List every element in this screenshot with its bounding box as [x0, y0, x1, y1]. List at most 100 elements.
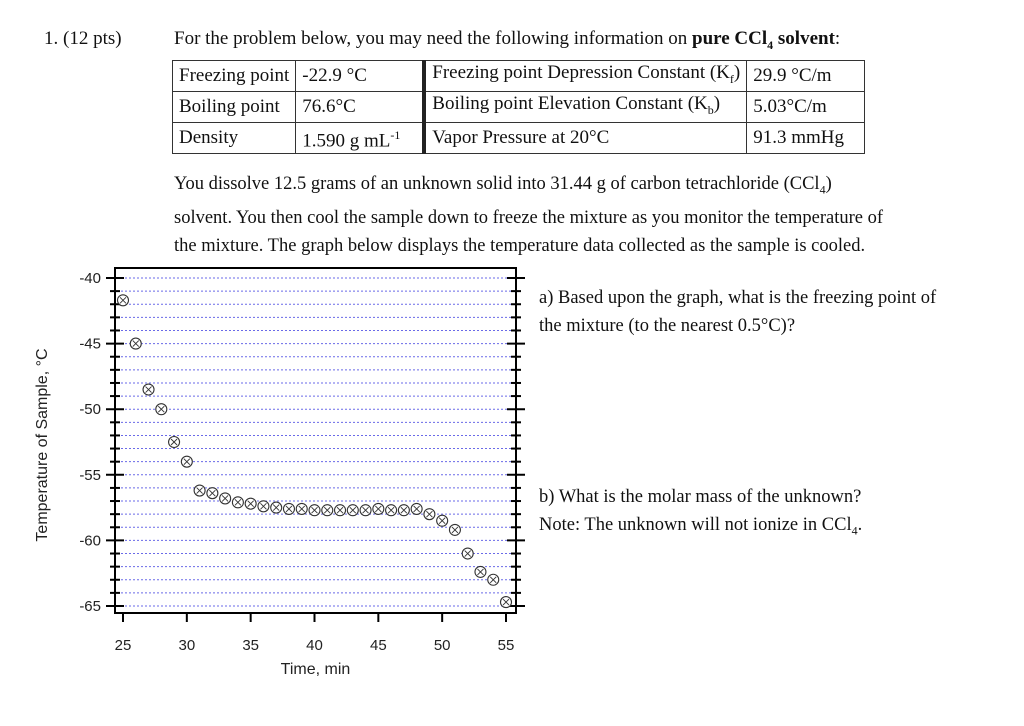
value-sup: -1: [390, 127, 401, 142]
paragraph-line-3: the mixture. The graph below displays th…: [174, 235, 866, 256]
data-point-marker: [180, 455, 193, 468]
data-point-marker: [244, 497, 257, 510]
problem-points: (12 pts): [63, 28, 122, 49]
x-tick-label: 25: [115, 637, 132, 654]
problem-number-text: 1.: [44, 28, 59, 49]
data-point-marker: [282, 502, 296, 515]
table-cell-label2: Freezing point Depression Constant (Kf): [422, 60, 748, 92]
label2-text: Vapor Pressure at 20°C: [432, 126, 610, 148]
x-tick-label: 50: [434, 637, 451, 654]
data-point-marker: [116, 294, 130, 307]
temperature-chart: -40 -45 -50 -55 -60 -65 25 30 35 40 45 50 55 Time, m…: [34, 267, 525, 678]
line1-text: You dissolve 12.5 grams of an unknown so…: [174, 174, 820, 194]
table-cell-value: 1.590 g mL-1: [295, 121, 425, 154]
data-point-marker: [321, 504, 334, 517]
table-cell-value2: 29.9 °C/m: [746, 60, 866, 92]
question-b: b) What is the molar mass of the unknown…: [539, 483, 1019, 545]
y-tick-label: -65: [79, 598, 101, 615]
label2-sub: b: [707, 102, 714, 117]
label2-text: Boiling point Elevation Constant (K: [432, 92, 708, 114]
note-text: Note: The unknown will not ionize in CCl: [539, 515, 852, 535]
x-tick-label: 45: [370, 637, 387, 654]
data-point-marker: [333, 504, 347, 517]
data-point-marker: [423, 508, 436, 521]
x-axis-label: Time, min: [281, 661, 351, 678]
data-point-marker: [129, 337, 142, 350]
data-point-marker: [474, 565, 487, 578]
value-text: 1.590 g mL: [302, 129, 391, 151]
table-row: Freezing point -22.9 °C Freezing point D…: [171, 60, 866, 92]
problem-number: 1. (12 pts): [44, 28, 122, 50]
data-point-marker: [499, 596, 513, 609]
table-cell-label2: Boiling point Elevation Constant (Kb): [422, 90, 748, 123]
y-tick-label: -40: [79, 270, 101, 287]
properties-table: Freezing point -22.9 °C Freezing point D…: [171, 60, 866, 154]
y-tick-label: -60: [79, 532, 101, 549]
label2-end: ): [713, 92, 721, 114]
data-point-marker: [372, 502, 385, 515]
intro-text: For the problem below, you may need the …: [174, 28, 693, 49]
intro-end: :: [834, 28, 841, 49]
x-tick-label: 40: [306, 637, 323, 654]
intro-bold-sub: 4: [767, 37, 774, 52]
tick-labels: -40 -45 -50 -55 -60 -65 25 30 35 40 45 50 55: [79, 270, 514, 654]
note-sub: 4: [851, 523, 858, 538]
table-row: Boiling point 76.6°C Boiling point Eleva…: [171, 90, 866, 123]
note-end: .: [857, 515, 863, 535]
y-tick-label: -50: [79, 401, 101, 418]
data-point-marker: [295, 502, 308, 515]
intro-bold-text: pure CCl: [692, 28, 768, 49]
table-cell-value2: 5.03°C/m: [746, 90, 866, 123]
data-point-marker: [142, 383, 155, 396]
question-a-line-2: the mixture (to the nearest 0.5°C)?: [539, 316, 796, 336]
data-point-marker: [397, 504, 410, 517]
data-point-marker: [461, 547, 474, 560]
y-tick-label: -45: [79, 336, 101, 353]
y-tick-label: -55: [79, 467, 101, 484]
data-point-marker: [448, 523, 461, 536]
problem-intro: For the problem below, you may need the …: [174, 28, 840, 53]
axis-ticks: [106, 277, 525, 622]
label2-sub: f: [729, 71, 734, 86]
data-point-marker: [168, 435, 181, 449]
data-point-marker: [436, 514, 449, 527]
label2-text: Freezing point Depression Constant (K: [432, 62, 730, 83]
data-point-marker: [410, 502, 423, 515]
data-point-marker: [487, 573, 500, 586]
intro-bold-suffix: solvent: [773, 28, 835, 49]
data-point-marker: [193, 484, 206, 497]
intro-bold: pure CCl4 solvent: [692, 28, 835, 52]
data-point-marker: [346, 504, 359, 517]
label2-end: ): [733, 62, 741, 83]
data-point-marker: [155, 403, 168, 416]
line1-end: ): [825, 174, 832, 194]
line1-sub: 4: [819, 182, 826, 197]
question-b-line-1: b) What is the molar mass of the unknown…: [539, 487, 862, 507]
question-a-line-1: a) Based upon the graph, what is the fre…: [539, 288, 937, 308]
data-point-marker: [385, 504, 398, 517]
x-tick-label: 30: [178, 637, 195, 654]
table-cell-label: Freezing point: [171, 60, 297, 92]
x-tick-label: 55: [498, 637, 515, 654]
data-point-marker: [206, 487, 219, 500]
problem-paragraph: You dissolve 12.5 grams of an unknown so…: [174, 170, 1014, 260]
data-point-marker: [308, 504, 321, 517]
table-row: Density 1.590 g mL-1 Vapor Pressure at 2…: [171, 121, 866, 154]
data-points: [116, 294, 513, 609]
table-cell-label2: Vapor Pressure at 20°C: [422, 121, 748, 154]
y-axis-label: Temperature of Sample, °C: [34, 348, 51, 541]
data-point-marker: [231, 496, 244, 509]
x-tick-label: 35: [242, 637, 259, 654]
table-cell-value: 76.6°C: [295, 90, 425, 123]
table-cell-label: Density: [171, 121, 297, 154]
question-b-note: Note: The unknown will not ionize in CCl…: [539, 511, 1019, 545]
table-cell-label: Boiling point: [171, 90, 297, 123]
data-point-marker: [219, 492, 232, 505]
table-cell-value: -22.9 °C: [295, 60, 425, 92]
table-cell-value2: 91.3 mmHg: [746, 121, 866, 154]
question-a: a) Based upon the graph, what is the fre…: [539, 284, 1019, 340]
data-point-marker: [270, 501, 283, 514]
data-point-marker: [257, 500, 270, 513]
data-point-marker: [359, 504, 372, 517]
paragraph-line-2: solvent. You then cool the sample down t…: [174, 207, 883, 228]
